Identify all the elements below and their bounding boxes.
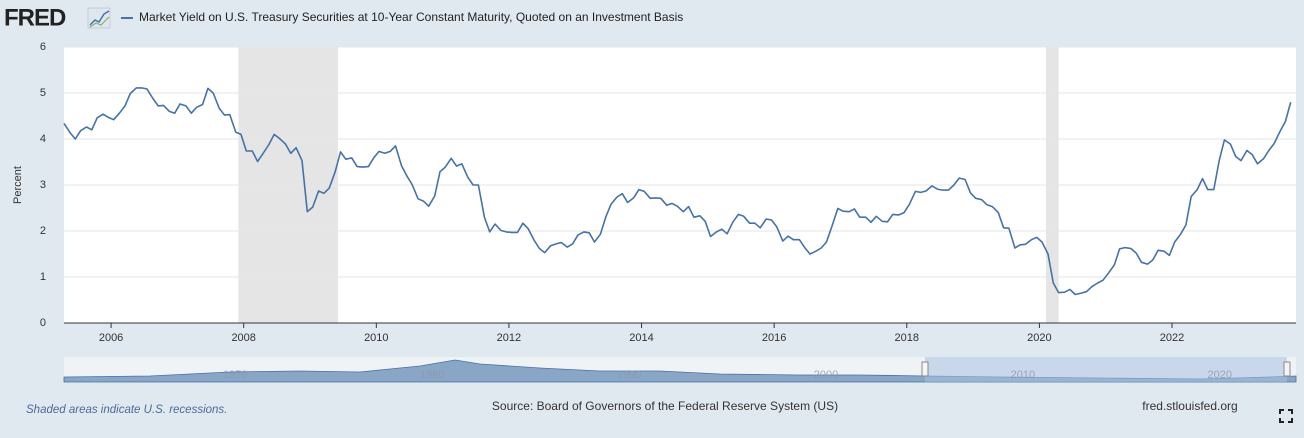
navigator-tick-label: 1990 bbox=[617, 369, 641, 381]
navigator-tick-label: 1980 bbox=[420, 369, 444, 381]
fullscreen-icon[interactable] bbox=[1279, 409, 1293, 423]
series-line bbox=[63, 87, 1292, 296]
x-tick-label: 2022 bbox=[1160, 332, 1184, 344]
source: Source: Board of Governors of the Federa… bbox=[492, 399, 838, 413]
logo-icon bbox=[87, 7, 111, 29]
navigator-tick-label: 2020 bbox=[1208, 369, 1232, 381]
x-tick-label: 2008 bbox=[231, 332, 255, 344]
x-tick-label: 2016 bbox=[762, 332, 786, 344]
navigator-tick-label: 2000 bbox=[814, 369, 838, 381]
navigator-tick-label: 1970 bbox=[223, 369, 247, 381]
navigator-tick-label: 2010 bbox=[1011, 369, 1035, 381]
y-tick-label: 2 bbox=[40, 225, 46, 237]
x-tick-label: 2020 bbox=[1027, 332, 1051, 344]
x-tick-label: 2014 bbox=[629, 332, 653, 344]
y-tick-label: 1 bbox=[40, 271, 46, 283]
y-tick-label: 4 bbox=[40, 133, 46, 145]
legend-label: Market Yield on U.S. Treasury Securities… bbox=[139, 10, 683, 24]
y-tick-label: 0 bbox=[40, 317, 46, 329]
recession-note: Shaded areas indicate U.S. recessions. bbox=[26, 404, 227, 416]
y-tick-label: 5 bbox=[40, 87, 46, 99]
y-tick-label: 6 bbox=[40, 41, 46, 53]
y-axis-label: Percent bbox=[12, 166, 24, 204]
brand-logo: FRED bbox=[4, 4, 66, 31]
x-tick-label: 2012 bbox=[497, 332, 521, 344]
site-link[interactable]: fred.stlouisfed.org bbox=[1142, 399, 1237, 413]
x-tick-label: 2018 bbox=[895, 332, 919, 344]
x-tick-label: 2010 bbox=[364, 332, 388, 344]
navigator bbox=[63, 357, 1297, 383]
y-tick-label: 3 bbox=[40, 179, 46, 191]
x-tick-label: 2006 bbox=[99, 332, 123, 344]
